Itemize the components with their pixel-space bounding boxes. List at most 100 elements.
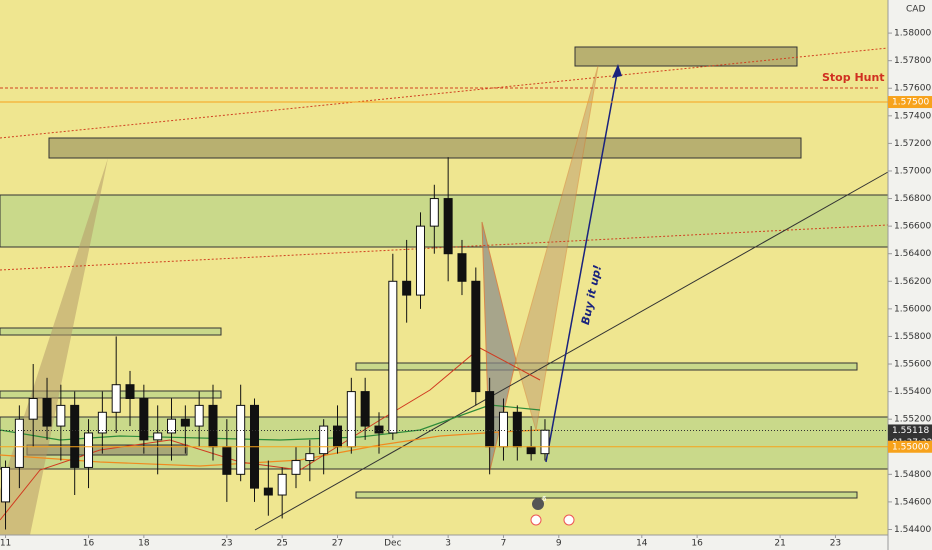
candle-body bbox=[291, 460, 301, 475]
x-tick-label: 16 bbox=[83, 539, 95, 549]
zone bbox=[0, 416, 889, 470]
y-tick-label: 1.58000 bbox=[894, 29, 931, 39]
y-tick-label: 1.56600 bbox=[894, 222, 931, 232]
x-tick-label: 14 bbox=[636, 539, 648, 549]
price-tag bbox=[888, 96, 932, 109]
time-axis bbox=[0, 535, 888, 550]
candle-body bbox=[457, 253, 467, 282]
x-tick-label: 23 bbox=[221, 539, 232, 549]
candle-body bbox=[97, 411, 107, 434]
candle-body bbox=[277, 473, 287, 496]
x-tick-label: 21 bbox=[774, 539, 785, 549]
y-tick-label: 1.55800 bbox=[894, 332, 931, 342]
target-box bbox=[574, 46, 798, 67]
candle-body bbox=[263, 487, 273, 496]
ma-line bbox=[0, 404, 541, 441]
y-tick-label: 1.55400 bbox=[894, 387, 931, 397]
y-tick-label: 1.54400 bbox=[894, 525, 931, 535]
x-tick-label: 3 bbox=[445, 539, 451, 549]
candle-body bbox=[443, 198, 453, 255]
arrow-head bbox=[612, 64, 622, 78]
event-icon[interactable] bbox=[563, 514, 575, 526]
candle-body bbox=[512, 411, 522, 448]
y-tick-label: 1.57600 bbox=[894, 84, 931, 94]
pattern bbox=[0, 158, 108, 535]
candle-body bbox=[485, 391, 495, 448]
y-tick-label: 1.55200 bbox=[894, 415, 931, 425]
box bbox=[0, 327, 222, 336]
event-icon[interactable] bbox=[530, 514, 542, 526]
event-icon[interactable] bbox=[532, 498, 544, 510]
candle-body bbox=[28, 397, 38, 420]
candle-body bbox=[402, 280, 412, 296]
candle-body bbox=[526, 446, 536, 455]
price-tag-label: 1.55000 bbox=[892, 442, 929, 452]
y-tick-label: 1.54600 bbox=[894, 497, 931, 507]
x-tick-label: 9 bbox=[556, 539, 562, 549]
trend-line bbox=[254, 171, 889, 531]
candle-body bbox=[70, 404, 80, 468]
candle-body bbox=[153, 432, 163, 441]
candle-body bbox=[194, 404, 204, 427]
candle-body bbox=[319, 425, 329, 455]
box bbox=[355, 362, 858, 371]
candle-body bbox=[208, 404, 218, 448]
price-tag-label: 1.57500 bbox=[892, 98, 929, 108]
pattern bbox=[515, 65, 599, 431]
candle-body bbox=[125, 384, 135, 399]
candle-body bbox=[139, 397, 149, 441]
y-tick-label: 1.57000 bbox=[894, 166, 931, 176]
y-tick-label: 1.55600 bbox=[894, 360, 931, 370]
price-tag bbox=[888, 440, 932, 453]
box bbox=[355, 491, 858, 499]
price-tag-label: 1.55118 bbox=[892, 426, 929, 436]
x-tick-label: 7 bbox=[501, 539, 507, 549]
candle-body bbox=[167, 418, 177, 434]
candle-body bbox=[332, 425, 342, 448]
candle-body bbox=[498, 411, 508, 448]
y-tick-label: 1.56400 bbox=[894, 249, 931, 259]
candle-body bbox=[429, 198, 439, 227]
x-tick-label: 18 bbox=[138, 539, 150, 549]
candle-body bbox=[42, 397, 52, 427]
trend-line bbox=[0, 47, 889, 139]
y-tick-label: 1.56200 bbox=[894, 277, 931, 287]
x-tick-label: 25 bbox=[276, 539, 287, 549]
currency: CAD bbox=[906, 5, 925, 15]
x-tick-label: 27 bbox=[332, 539, 343, 549]
candle-body bbox=[360, 391, 370, 427]
y-tick-label: 1.56800 bbox=[894, 194, 931, 204]
y-tick-label: 1.57800 bbox=[894, 56, 931, 66]
candle-body bbox=[415, 225, 425, 296]
candle-body bbox=[222, 446, 232, 475]
candle-body bbox=[56, 404, 66, 427]
y-tick-label: 1.54800 bbox=[894, 470, 931, 480]
candle-body bbox=[346, 391, 356, 448]
candle-body bbox=[305, 453, 315, 462]
event-count: 6 bbox=[542, 495, 547, 503]
annotation: Stop Hunt bbox=[822, 71, 885, 84]
box bbox=[48, 137, 802, 159]
ma-line bbox=[0, 347, 541, 521]
y-tick-label: 1.57200 bbox=[894, 139, 931, 149]
candle-body bbox=[540, 429, 550, 455]
x-tick-label: 11 bbox=[0, 539, 11, 549]
candle-body bbox=[14, 418, 24, 468]
price-axis bbox=[888, 0, 932, 550]
candle-body bbox=[236, 404, 246, 475]
x-tick-label: 23 bbox=[830, 539, 841, 549]
y-tick-label: 1.56000 bbox=[894, 304, 931, 314]
candle-body bbox=[471, 280, 481, 393]
price-tag bbox=[888, 424, 932, 437]
candle-body bbox=[84, 432, 94, 468]
candle-body bbox=[111, 384, 121, 413]
x-tick-label: 16 bbox=[691, 539, 703, 549]
candle-body bbox=[374, 425, 384, 434]
arrow bbox=[545, 67, 619, 463]
candle-body bbox=[388, 280, 398, 434]
x-tick-label: Dec bbox=[384, 539, 401, 549]
box bbox=[0, 390, 222, 399]
candle-body bbox=[1, 466, 11, 503]
